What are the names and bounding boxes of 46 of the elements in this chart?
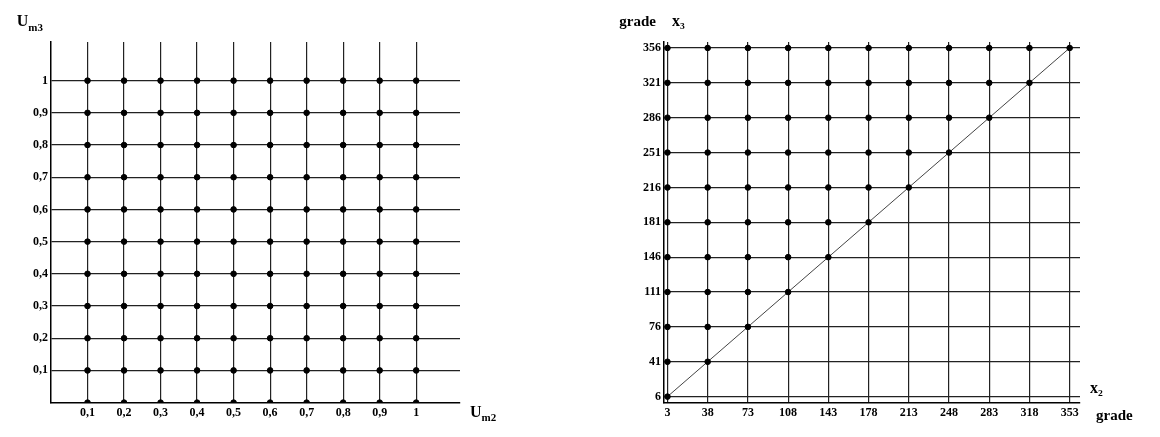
x-tick-label: 0,3 [153, 404, 169, 419]
x-tick-label: 0,5 [226, 404, 242, 419]
y-tick-label: 76 [649, 318, 661, 333]
x-tick-label: 143 [819, 404, 838, 419]
y-tick-label: 356 [643, 40, 661, 55]
text: grade [1096, 406, 1133, 423]
y-tick-label: 111 [644, 284, 661, 299]
y-tick-label: 0,1 [33, 362, 48, 377]
x-tick-label: 318 [1020, 404, 1039, 419]
y-tick-label: 6 [655, 388, 661, 403]
y-tick-label: 41 [649, 353, 661, 368]
x-tick-label: 353 [1060, 404, 1079, 419]
y-tick-label: 216 [643, 179, 661, 194]
y-tick-label: 0,4 [33, 265, 48, 280]
x-tick-label: 0,2 [116, 404, 132, 419]
y-tick-label: 0,5 [33, 233, 48, 248]
x-axis-title: x₂ [1090, 378, 1103, 396]
y-tick-label: 1 [42, 72, 48, 87]
y-tick-label: 0,7 [33, 169, 48, 184]
y-tick-label: 146 [643, 249, 661, 264]
x-tick-label: 248 [939, 404, 958, 419]
y-tick-label: 251 [643, 144, 661, 159]
x-tick-label: 178 [859, 404, 878, 419]
text: grade [619, 13, 657, 29]
x-tick-label: 73 [741, 404, 754, 419]
x-tick-label: 0,8 [335, 404, 351, 419]
x-tick-label: 0,4 [189, 404, 205, 419]
y-axis-title: x₃ [672, 12, 685, 29]
x-tick-label: 0,9 [372, 404, 388, 419]
y-tick-label: 0,3 [33, 298, 48, 313]
y-tick-label: 0,2 [33, 330, 48, 345]
x-tick-label: 0,1 [80, 404, 96, 419]
y-tick-label: 181 [643, 214, 661, 229]
x-tick-label: 283 [980, 404, 999, 419]
y-tick-label: 0,6 [33, 201, 48, 216]
x-tick-label: 1 [413, 404, 420, 419]
x-tick-label: 213 [899, 404, 918, 419]
x-tick-label: 0,7 [299, 404, 315, 419]
x-tick-label: 0,6 [262, 404, 278, 419]
y-tick-label: 0,9 [33, 104, 48, 119]
x-tick-label: 3 [664, 404, 671, 419]
y-tick-label: 321 [643, 74, 661, 89]
y-tick-label: 0,8 [33, 137, 48, 152]
x-tick-label: 108 [779, 404, 798, 419]
x-tick-label: 38 [701, 404, 714, 419]
y-tick-label: 286 [643, 109, 661, 124]
